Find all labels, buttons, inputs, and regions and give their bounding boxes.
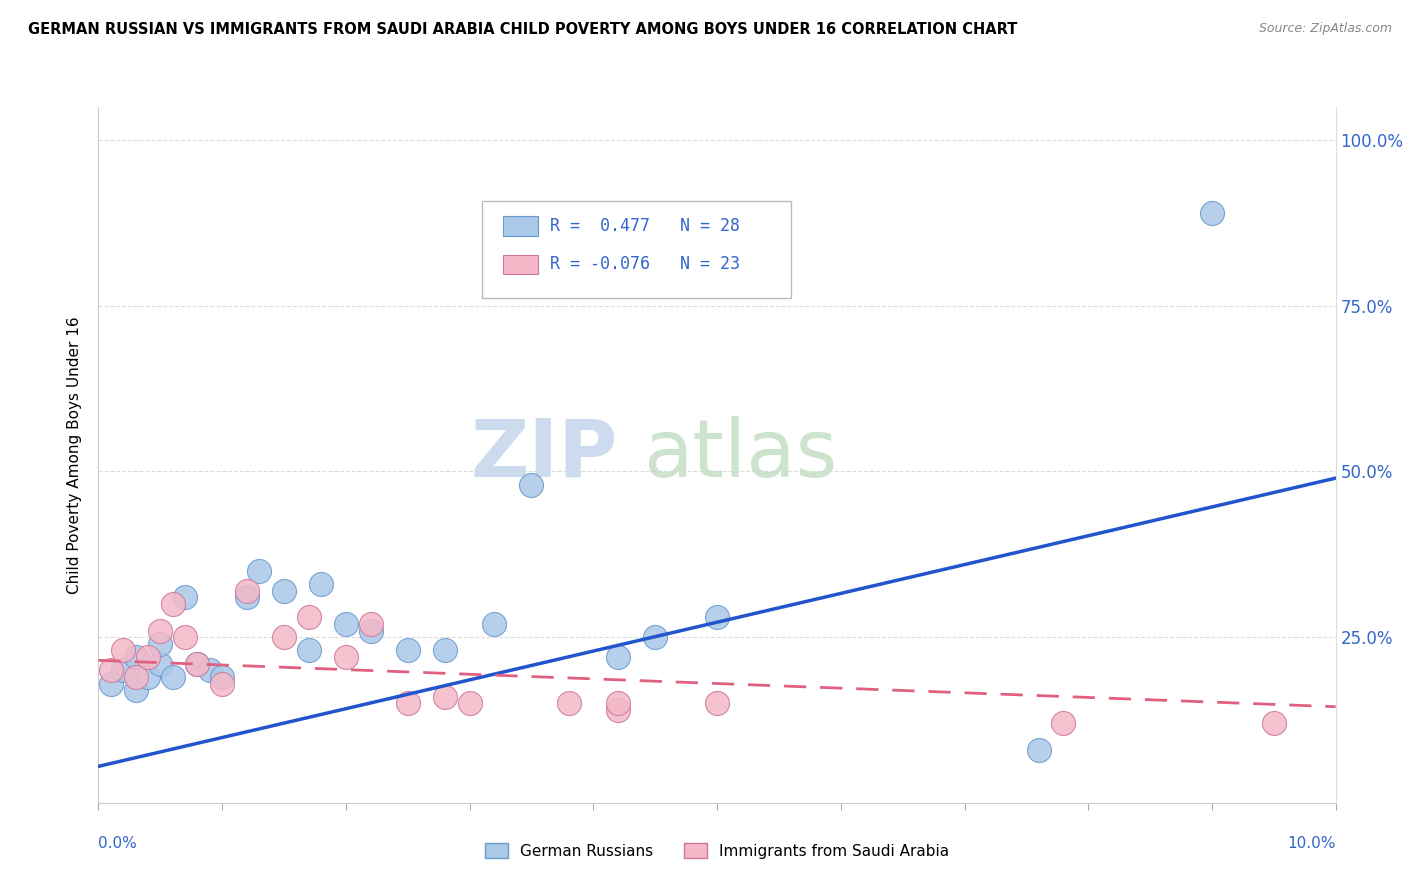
Y-axis label: Child Poverty Among Boys Under 16: Child Poverty Among Boys Under 16 <box>67 316 83 594</box>
Point <box>236 583 259 598</box>
Point <box>335 650 357 665</box>
Point <box>396 643 419 657</box>
Text: Source: ZipAtlas.com: Source: ZipAtlas.com <box>1258 22 1392 36</box>
Point <box>162 597 184 611</box>
Point <box>174 630 197 644</box>
Point <box>186 657 208 671</box>
Point <box>433 643 456 657</box>
FancyBboxPatch shape <box>503 254 537 274</box>
Point <box>112 643 135 657</box>
Text: 0.0%: 0.0% <box>98 836 138 851</box>
Point <box>520 477 543 491</box>
Point <box>396 697 419 711</box>
Legend: German Russians, Immigrants from Saudi Arabia: German Russians, Immigrants from Saudi A… <box>479 837 955 864</box>
Point <box>273 583 295 598</box>
Point <box>124 670 146 684</box>
Point <box>706 610 728 624</box>
Point <box>360 624 382 638</box>
Point <box>174 591 197 605</box>
FancyBboxPatch shape <box>482 201 792 298</box>
Point <box>247 564 270 578</box>
Point <box>1052 716 1074 731</box>
Point <box>360 616 382 631</box>
Point <box>1263 716 1285 731</box>
Point <box>149 637 172 651</box>
Point <box>100 663 122 677</box>
Point <box>644 630 666 644</box>
Point <box>273 630 295 644</box>
Point <box>136 670 159 684</box>
Point <box>607 697 630 711</box>
Point <box>1201 206 1223 220</box>
Point <box>1028 743 1050 757</box>
Point <box>433 690 456 704</box>
Point <box>309 577 332 591</box>
Text: R =  0.477   N = 28: R = 0.477 N = 28 <box>550 217 740 235</box>
Point <box>198 663 221 677</box>
Text: atlas: atlas <box>643 416 837 494</box>
Point <box>149 657 172 671</box>
Text: GERMAN RUSSIAN VS IMMIGRANTS FROM SAUDI ARABIA CHILD POVERTY AMONG BOYS UNDER 16: GERMAN RUSSIAN VS IMMIGRANTS FROM SAUDI … <box>28 22 1018 37</box>
Point <box>607 703 630 717</box>
Point <box>298 643 321 657</box>
Point <box>100 676 122 690</box>
Point <box>607 650 630 665</box>
Point <box>458 697 481 711</box>
Point <box>149 624 172 638</box>
Point <box>162 670 184 684</box>
Point <box>557 697 579 711</box>
Text: ZIP: ZIP <box>471 416 619 494</box>
Point <box>236 591 259 605</box>
Point <box>335 616 357 631</box>
Point <box>484 616 506 631</box>
Point <box>211 676 233 690</box>
Text: 10.0%: 10.0% <box>1288 836 1336 851</box>
Point <box>136 650 159 665</box>
Point <box>112 663 135 677</box>
Point <box>186 657 208 671</box>
Text: R = -0.076   N = 23: R = -0.076 N = 23 <box>550 255 740 273</box>
Point <box>124 650 146 665</box>
Point <box>211 670 233 684</box>
FancyBboxPatch shape <box>503 216 537 235</box>
Point <box>706 697 728 711</box>
Point <box>298 610 321 624</box>
Point <box>124 683 146 698</box>
